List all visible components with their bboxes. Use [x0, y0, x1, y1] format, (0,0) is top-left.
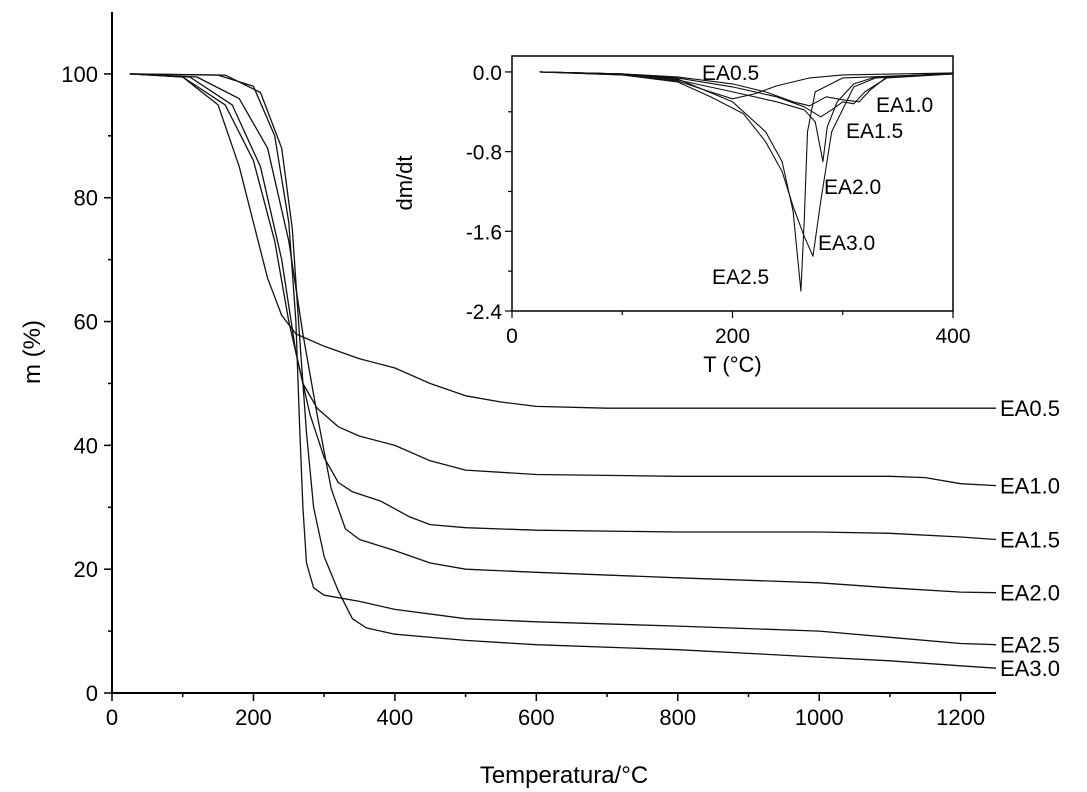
inset-series-label-EA2.5: EA2.5	[712, 266, 769, 289]
y-tick-label: 80	[74, 186, 98, 211]
inset-series-label-EA0.5: EA0.5	[702, 62, 759, 85]
inset-series-label-EA2.0: EA2.0	[824, 176, 881, 199]
series-label-EA1.5: EA1.5	[1000, 527, 1060, 552]
inset-x-tick-label: 400	[935, 325, 970, 348]
x-tick-label: 600	[518, 705, 555, 730]
inset-y-axis-label: dm/dt	[392, 155, 417, 210]
main-plot: 0 200 400 600 800 1000 1200 0 20 40 60 80 100 Tempera…	[19, 12, 1060, 789]
y-tick-label: 60	[74, 310, 98, 335]
y-tick-label: 100	[61, 62, 98, 87]
series-label-EA2.0: EA2.0	[1000, 581, 1060, 606]
inset-y-tick-label: -2.4	[466, 301, 503, 324]
inset-plot: 0 200 400 0.0 -0.8 -1.6 -2.4 T (°C) dm/dt EA0.5 EA…	[392, 55, 971, 377]
inset-x-axis-label: T (°C)	[703, 352, 762, 377]
inset-y-tick-label: -0.8	[466, 142, 502, 165]
inset-series-line-EA1.0	[539, 71, 954, 107]
series-line-EA1.5	[129, 73, 997, 541]
inset-series-line-EA3.0	[539, 71, 954, 257]
series-line-EA0.5	[129, 73, 996, 409]
x-tick-label: 200	[235, 705, 272, 730]
x-tick-label: 0	[106, 705, 118, 730]
inset-y-tick-label: 0.0	[473, 62, 502, 85]
inset-series-label-EA3.0: EA3.0	[818, 232, 875, 255]
inset-x-tick-label: 0	[506, 325, 518, 348]
inset-series-line-EA1.5	[539, 71, 954, 118]
x-tick-label: 1000	[795, 705, 844, 730]
inset-series-line-EA2.5	[539, 71, 954, 292]
inset-series-label-EA1.5: EA1.5	[846, 120, 903, 143]
x-tick-label: 1200	[936, 705, 985, 730]
x-axis-label: Temperatura/°C	[480, 762, 648, 789]
series-label-EA0.5: EA0.5	[1000, 396, 1060, 421]
y-tick-label: 20	[74, 557, 98, 582]
x-tick-label: 400	[377, 705, 414, 730]
series-label-EA1.0: EA1.0	[1000, 474, 1060, 499]
series-label-EA3.0: EA3.0	[1000, 656, 1060, 681]
inset-y-tick-label: -1.6	[466, 221, 502, 244]
inset-series-label-EA1.0: EA1.0	[876, 94, 933, 117]
series-line-EA2.5	[129, 73, 997, 646]
series-line-EA2.0	[129, 73, 997, 594]
series-line-EA1.0	[129, 73, 997, 487]
inset-x-tick-label: 200	[715, 325, 750, 348]
series-line-EA3.0	[129, 73, 997, 669]
y-tick-label: 40	[74, 433, 98, 458]
x-tick-label: 800	[659, 705, 696, 730]
series-label-EA2.5: EA2.5	[1000, 633, 1060, 658]
y-tick-label: 0	[86, 681, 98, 706]
y-axis-label: m (%)	[19, 320, 46, 384]
inset-series-line-EA2.0	[539, 71, 954, 163]
